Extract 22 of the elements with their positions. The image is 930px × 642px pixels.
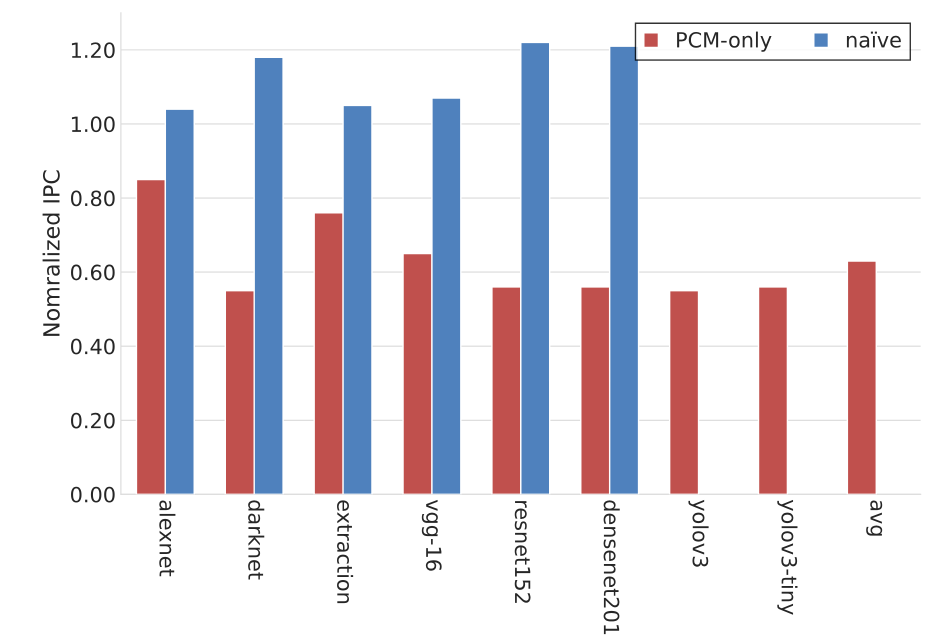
y-tick-label: 0.00 (71, 486, 115, 503)
x-tick-label: darknet (248, 500, 264, 580)
y-tick-label: 1.20 (72, 42, 115, 58)
y-tick-label: 0.40 (71, 338, 115, 354)
y-tick-label: 1.00 (72, 116, 115, 132)
x-tick-label: avg (866, 500, 882, 536)
x-tick-label: yolov3-tiny (777, 500, 798, 615)
bar (758, 286, 788, 494)
y-tick-label: 0.60 (71, 264, 115, 280)
x-tick-label: vgg-16 (422, 500, 442, 571)
y-axis-title: Nomralized IPC (42, 170, 60, 336)
y-tick-label: 0.80 (71, 190, 115, 206)
y-tick-label: 0.20 (71, 412, 115, 428)
x-tick-label: resnet152 (514, 501, 531, 603)
x-tick-label: yolov3 (688, 500, 709, 567)
x-tick-label: extraction (337, 500, 354, 604)
bar (668, 290, 700, 494)
bar (846, 260, 877, 494)
x-tick-label: alexnet (159, 500, 176, 576)
legend-label: PCM-only (677, 32, 772, 52)
x-tick-label: densenet201 (604, 500, 620, 634)
legend-label: naïve (846, 32, 901, 48)
